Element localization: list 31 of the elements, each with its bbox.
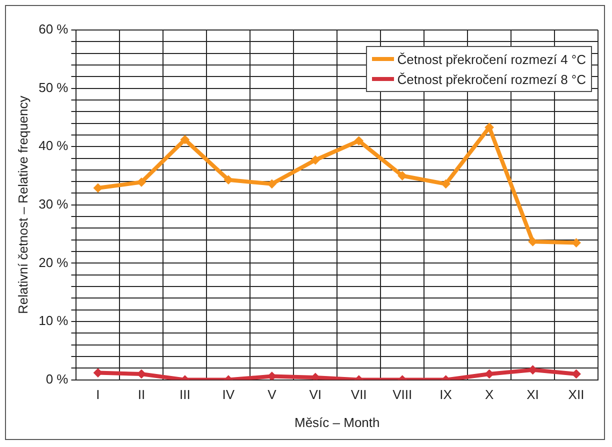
y-axis-title: Relativní četnost – Relative frequency	[15, 95, 30, 314]
point	[398, 171, 407, 180]
x-tick-label: IX	[440, 387, 452, 402]
x-tick-label: VII	[350, 387, 367, 402]
y-tick-label: 40 %	[38, 138, 69, 154]
x-tick-label: V	[268, 387, 277, 402]
legend-label: Četnost překročení rozmezí 4 °C	[397, 52, 586, 66]
x-axis-title: Měsíc – Month	[294, 414, 380, 430]
x-tick-label: VI	[309, 387, 322, 402]
legend-label: Četnost překročení rozmezí 8 °C	[397, 72, 586, 86]
y-tick-label: 30 %	[38, 196, 69, 212]
point	[441, 179, 450, 188]
x-tick-label: IV	[222, 387, 235, 402]
x-tick-label: X	[484, 387, 494, 402]
point	[93, 183, 102, 192]
point	[180, 135, 190, 144]
y-tick-label: 0 %	[46, 371, 69, 386]
x-tick-label: VIII	[392, 387, 412, 402]
point	[224, 175, 233, 184]
y-tick-label: 20 %	[38, 254, 69, 270]
x-tick-label: II	[138, 387, 146, 402]
y-tick-label: 10 %	[38, 313, 69, 328]
point	[484, 122, 494, 132]
x-tick-label: XI	[526, 387, 539, 402]
point	[354, 136, 364, 146]
y-tick-label: 50 %	[38, 80, 69, 95]
y-tick-label: 60 %	[38, 22, 69, 37]
x-tick-label: I	[96, 387, 100, 402]
x-tick-label: III	[180, 387, 190, 402]
point	[310, 156, 320, 165]
x-tick-label: XII	[568, 387, 584, 402]
